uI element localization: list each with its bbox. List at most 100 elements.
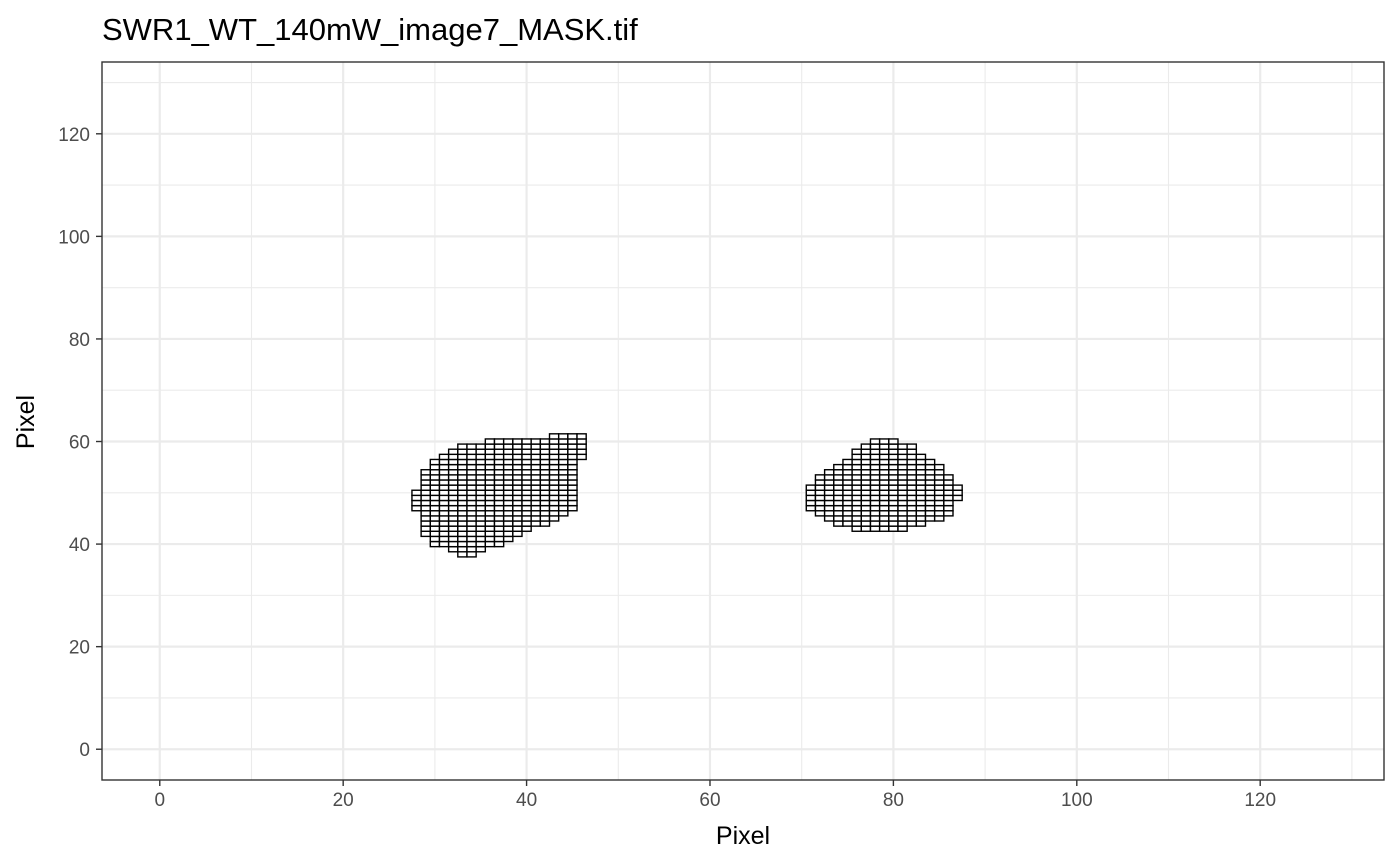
mask-pixel-cell xyxy=(924,463,936,471)
mask-pixel-cell xyxy=(576,448,587,456)
mask-pixel-cell xyxy=(860,463,872,471)
mask-pixel-cell xyxy=(512,510,523,517)
mask-pixel-cell xyxy=(897,463,908,471)
y-tick-label: 120 xyxy=(58,125,90,146)
mask-pixel-cell xyxy=(933,499,945,507)
mask-pixel-cell xyxy=(915,489,927,497)
mask-pixel-cell xyxy=(466,453,477,461)
mask-pixel-cell xyxy=(521,499,532,507)
mask-pixel-cell xyxy=(447,510,459,517)
mask-pixel-cell xyxy=(530,489,542,497)
mask-pixel-cell xyxy=(915,474,927,481)
y-tick-label: 80 xyxy=(69,330,90,351)
mask-pixel-cell xyxy=(484,453,496,461)
mask-pixel-cell xyxy=(475,484,487,491)
mask-pixel-cell xyxy=(429,494,441,502)
mask-pixel-cell xyxy=(502,530,514,538)
mask-pixel-cell xyxy=(943,499,954,507)
mask-pixel-cell xyxy=(888,453,899,461)
mask-pixel-cell xyxy=(521,525,532,532)
mask-pixel-cell xyxy=(906,469,918,476)
mask-pixel-cell xyxy=(429,510,441,517)
mask-pixel-cell xyxy=(548,484,560,491)
mask-pixel-cell xyxy=(475,489,487,497)
mask-pixel-cell xyxy=(823,479,835,486)
mask-pixel-cell xyxy=(512,530,523,538)
mask-pixel-cell xyxy=(429,479,441,486)
mask-pixel-cell xyxy=(530,469,542,476)
mask-pixel-cell xyxy=(878,494,890,502)
mask-pixel-cell xyxy=(466,540,477,548)
mask-pixel-cell xyxy=(933,484,945,491)
mask-pixel-cell xyxy=(869,448,881,456)
mask-pixel-cell xyxy=(420,520,431,527)
mask-pixel-cell xyxy=(906,463,918,471)
mask-pixel-cell xyxy=(915,469,927,476)
mask-pixel-cell xyxy=(502,515,514,522)
mask-pixel-cell xyxy=(457,463,468,471)
y-axis-title: Pixel xyxy=(12,395,40,449)
mask-pixel-cell xyxy=(530,520,542,527)
y-tick-label: 60 xyxy=(69,433,90,454)
mask-pixel-cell xyxy=(502,510,514,517)
mask-pixel-cell xyxy=(842,510,853,517)
mask-pixel-cell xyxy=(915,494,927,502)
mask-pixel-cell xyxy=(447,504,459,512)
mask-pixel-cell xyxy=(906,520,918,527)
mask-pixel-cell xyxy=(869,443,881,450)
mask-pixel-cell xyxy=(557,489,569,497)
mask-pixel-cell xyxy=(869,520,881,527)
mask-pixel-cell xyxy=(429,484,441,491)
mask-pixel-cell xyxy=(897,448,908,456)
mask-pixel-cell xyxy=(933,474,945,481)
mask-pixel-cell xyxy=(906,499,918,507)
mask-pixel-cell xyxy=(429,463,441,471)
mask-pixel-cell xyxy=(860,494,872,502)
mask-pixel-cell xyxy=(906,510,918,517)
mask-pixel-cell xyxy=(466,545,477,553)
mask-pixel-cell xyxy=(842,463,853,471)
mask-pixel-cell xyxy=(851,504,862,512)
mask-pixel-cell xyxy=(888,504,899,512)
mask-pixel-cell xyxy=(539,499,551,507)
mask-pixel-cell xyxy=(860,453,872,461)
mask-pixel-cell xyxy=(860,469,872,476)
mask-pixel-cell xyxy=(493,494,505,502)
mask-pixel-cell xyxy=(475,494,487,502)
mask-pixel-cell xyxy=(484,504,496,512)
axis-ticks: 0 20 40 60 80 100 120 0 20 40 60 80 100 120 xyxy=(58,125,1276,811)
mask-pixel-cell xyxy=(475,469,487,476)
mask-pixel-cell xyxy=(429,499,441,507)
mask-pixel-cell xyxy=(512,504,523,512)
mask-pixel-cell xyxy=(493,489,505,497)
mask-pixel-cell xyxy=(475,525,487,532)
mask-pixel-cell xyxy=(502,504,514,512)
mask-pixel-cell xyxy=(888,520,899,527)
mask-pixel-cell xyxy=(438,458,450,466)
mask-pixel-cell xyxy=(438,535,450,543)
mask-pixel-cell xyxy=(493,504,505,512)
mask-pixel-cell xyxy=(548,453,560,461)
mask-pixel-cell xyxy=(851,520,862,527)
mask-pixel-cell xyxy=(457,489,468,497)
mask-pixel-cell xyxy=(539,520,551,527)
mask-pixel-cell xyxy=(897,504,908,512)
mask-pixel-cell xyxy=(539,474,551,481)
mask-pixel-cell xyxy=(457,448,468,456)
mask-pixel-cell xyxy=(915,520,927,527)
mask-pixel-cell xyxy=(557,448,569,456)
mask-pixel-cell xyxy=(933,494,945,502)
mask-pixel-cell xyxy=(888,494,899,502)
mask-pixel-cell xyxy=(466,530,477,538)
mask-pixel-cell xyxy=(493,479,505,486)
mask-pixel-cell xyxy=(952,484,963,491)
mask-pixel-cell xyxy=(924,469,936,476)
mask-pixel-cell xyxy=(466,443,477,450)
mask-pixel-cell xyxy=(888,463,899,471)
mask-pixel-cell xyxy=(493,530,505,538)
mask-pixel-cell xyxy=(502,443,514,450)
mask-pixel-cell xyxy=(502,463,514,471)
mask-pixel-cell xyxy=(869,489,881,497)
mask-pixel-cell xyxy=(411,494,422,502)
mask-pixel-cell xyxy=(484,458,496,466)
